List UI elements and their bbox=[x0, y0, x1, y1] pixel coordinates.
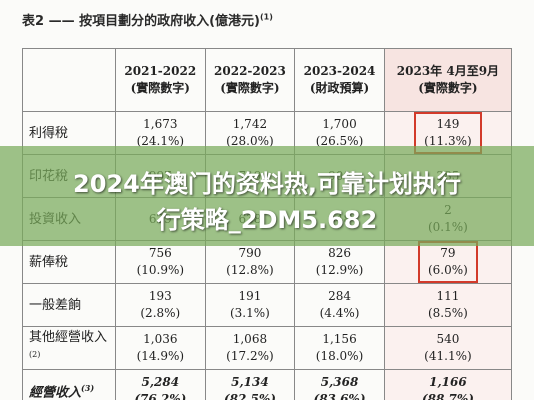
column-period: 2022-2023 bbox=[214, 64, 286, 78]
overlay-banner: 2024年澳门的资料热,可靠计划执行 行策略_2DM5.682 bbox=[0, 146, 534, 246]
value-cell: 826 (12.9%) bbox=[294, 240, 385, 284]
cell-value: 193 bbox=[148, 289, 172, 303]
value-cell: 1,068 (17.2%) bbox=[204, 326, 296, 370]
header-row: 2021-2022 (實際數字) 2022-2023 (實際數字) 2023-2024 (… bbox=[22, 48, 513, 112]
banner-line: 行策略_2DM5.682 bbox=[156, 206, 378, 234]
cell-value: 540 bbox=[436, 332, 460, 346]
cell-value: 756 bbox=[148, 246, 172, 260]
value-cell: 540 (41.1%) bbox=[383, 326, 513, 370]
table-row: 經營收入(3) 5,284 (76.2%) 5,134 (82.5%) 5,368 (83.… bbox=[22, 369, 513, 400]
cell-value: 1,166 bbox=[429, 375, 467, 389]
value-cell: 5,284 (76.2%) bbox=[115, 369, 206, 400]
title: 表2 —— 按項目劃分的政府收入(億港元)(1) bbox=[22, 10, 273, 29]
column-period: 2021-2022 bbox=[124, 64, 197, 78]
column-header: 2021-2022 (實際數字) bbox=[115, 48, 206, 112]
cell-share: (12.9%) bbox=[315, 263, 364, 277]
cell-share: (6.0%) bbox=[427, 263, 468, 277]
row-label-note: (2) bbox=[29, 349, 41, 359]
value-cell: 5,368 (83.6%) bbox=[294, 369, 385, 400]
cell-share: (26.5%) bbox=[315, 134, 364, 148]
cell-share: (8.5%) bbox=[427, 306, 468, 320]
column-basis: (實際數字) bbox=[130, 81, 190, 95]
value-cell: 191 (3.1%) bbox=[204, 283, 296, 327]
cell-share: (88.7%) bbox=[421, 392, 474, 400]
cell-share: (4.4%) bbox=[319, 306, 360, 320]
column-header: 2023年 4月至9月 (實際數字) bbox=[383, 48, 513, 112]
banner-line: 2024年澳门的资料热,可靠计划执行 bbox=[73, 170, 461, 198]
cell-value: 1,036 bbox=[143, 332, 178, 346]
row-label: 經營收入(3) bbox=[22, 369, 116, 400]
row-label-text: 利得稅 bbox=[29, 125, 69, 141]
cell-value: 5,284 bbox=[141, 375, 180, 389]
cell-value: 1,742 bbox=[232, 117, 268, 131]
cell-share: (82.5%) bbox=[223, 392, 276, 400]
value-cell: 1,036 (14.9%) bbox=[115, 326, 206, 370]
row-label-text: 一般差餉 bbox=[29, 297, 82, 313]
value-cell: 1,166 (88.7%) bbox=[383, 369, 513, 400]
cell-value: 5,134 bbox=[231, 375, 269, 389]
table-row: 其他經營收入 (2) 1,036 (14.9%) 1,068 (17.2%) 1,156 (1… bbox=[22, 326, 513, 370]
cell-value: 5,368 bbox=[320, 375, 359, 389]
value-cell: 111 (8.5%) bbox=[383, 283, 513, 327]
column-period: 2023年 4月至9月 bbox=[396, 64, 500, 78]
row-label: 其他經營收入 (2) bbox=[22, 326, 116, 370]
row-label-note: (3) bbox=[81, 383, 95, 394]
cell-share: (10.9%) bbox=[136, 263, 185, 277]
value-cell: 756 (10.9%) bbox=[115, 240, 206, 284]
title-note: (1) bbox=[259, 12, 273, 22]
column-basis: (實際數字) bbox=[418, 81, 478, 95]
cell-value: 149 bbox=[436, 117, 460, 131]
value-cell: 79 (6.0%) bbox=[383, 240, 513, 284]
column-basis: (財政預算) bbox=[309, 81, 370, 95]
column-period: 2023-2024 bbox=[303, 64, 376, 78]
column-header: 2023-2024 (財政預算) bbox=[294, 48, 385, 112]
corner-cell bbox=[22, 48, 116, 112]
cell-value: 111 bbox=[436, 289, 460, 303]
value-cell: 193 (2.8%) bbox=[115, 283, 206, 327]
cell-share: (14.9%) bbox=[136, 349, 185, 363]
cell-value: 826 bbox=[328, 246, 351, 260]
cell-share: (76.2%) bbox=[134, 392, 187, 400]
highlight-box: 79 (6.0%) bbox=[417, 241, 478, 283]
cell-share: (12.8%) bbox=[226, 263, 274, 277]
value-cell: 5,134 (82.5%) bbox=[204, 369, 296, 400]
cell-value: 191 bbox=[238, 289, 262, 303]
table-row: 薪俸稅 756 (10.9%) 790 (12.8%) 826 (12.9%) 79 (6.0%… bbox=[22, 240, 513, 284]
value-cell: 790 (12.8%) bbox=[204, 240, 296, 284]
cell-value: 1,156 bbox=[322, 332, 357, 346]
cell-share: (17.2%) bbox=[226, 349, 274, 363]
row-label: 薪俸稅 bbox=[22, 240, 116, 284]
cell-value: 79 bbox=[440, 246, 456, 260]
cell-share: (2.8%) bbox=[140, 306, 181, 320]
column-basis: (實際數字) bbox=[220, 81, 280, 95]
cell-value: 1,068 bbox=[232, 332, 268, 346]
cell-share: (83.6%) bbox=[313, 392, 366, 400]
cell-share: (11.3%) bbox=[424, 134, 472, 148]
row-label-text: 薪俸稅 bbox=[29, 254, 69, 270]
cell-share: (18.0%) bbox=[315, 349, 364, 363]
cell-share: (3.1%) bbox=[229, 306, 270, 320]
cell-value: 1,673 bbox=[143, 117, 178, 131]
cell-share: (41.1%) bbox=[424, 349, 472, 363]
table-row: 一般差餉 193 (2.8%) 191 (3.1%) 284 (4.4%) 111 (8.5%) bbox=[22, 283, 513, 327]
row-label: 一般差餉 bbox=[22, 283, 116, 327]
value-cell: 1,156 (18.0%) bbox=[294, 326, 385, 370]
cell-share: (24.1%) bbox=[136, 134, 185, 148]
row-label-text: 經營收入 bbox=[29, 385, 82, 400]
row-label-text: 其他經營收入 bbox=[29, 329, 108, 345]
cell-value: 790 bbox=[238, 246, 262, 260]
cell-share: (28.0%) bbox=[226, 134, 274, 148]
cell-value: 1,700 bbox=[322, 117, 357, 131]
value-cell: 284 (4.4%) bbox=[294, 283, 385, 327]
cell-value: 284 bbox=[328, 289, 351, 303]
column-header: 2022-2023 (實際數字) bbox=[204, 48, 296, 112]
title-text: 表2 —— 按項目劃分的政府收入(億港元) bbox=[22, 14, 260, 29]
